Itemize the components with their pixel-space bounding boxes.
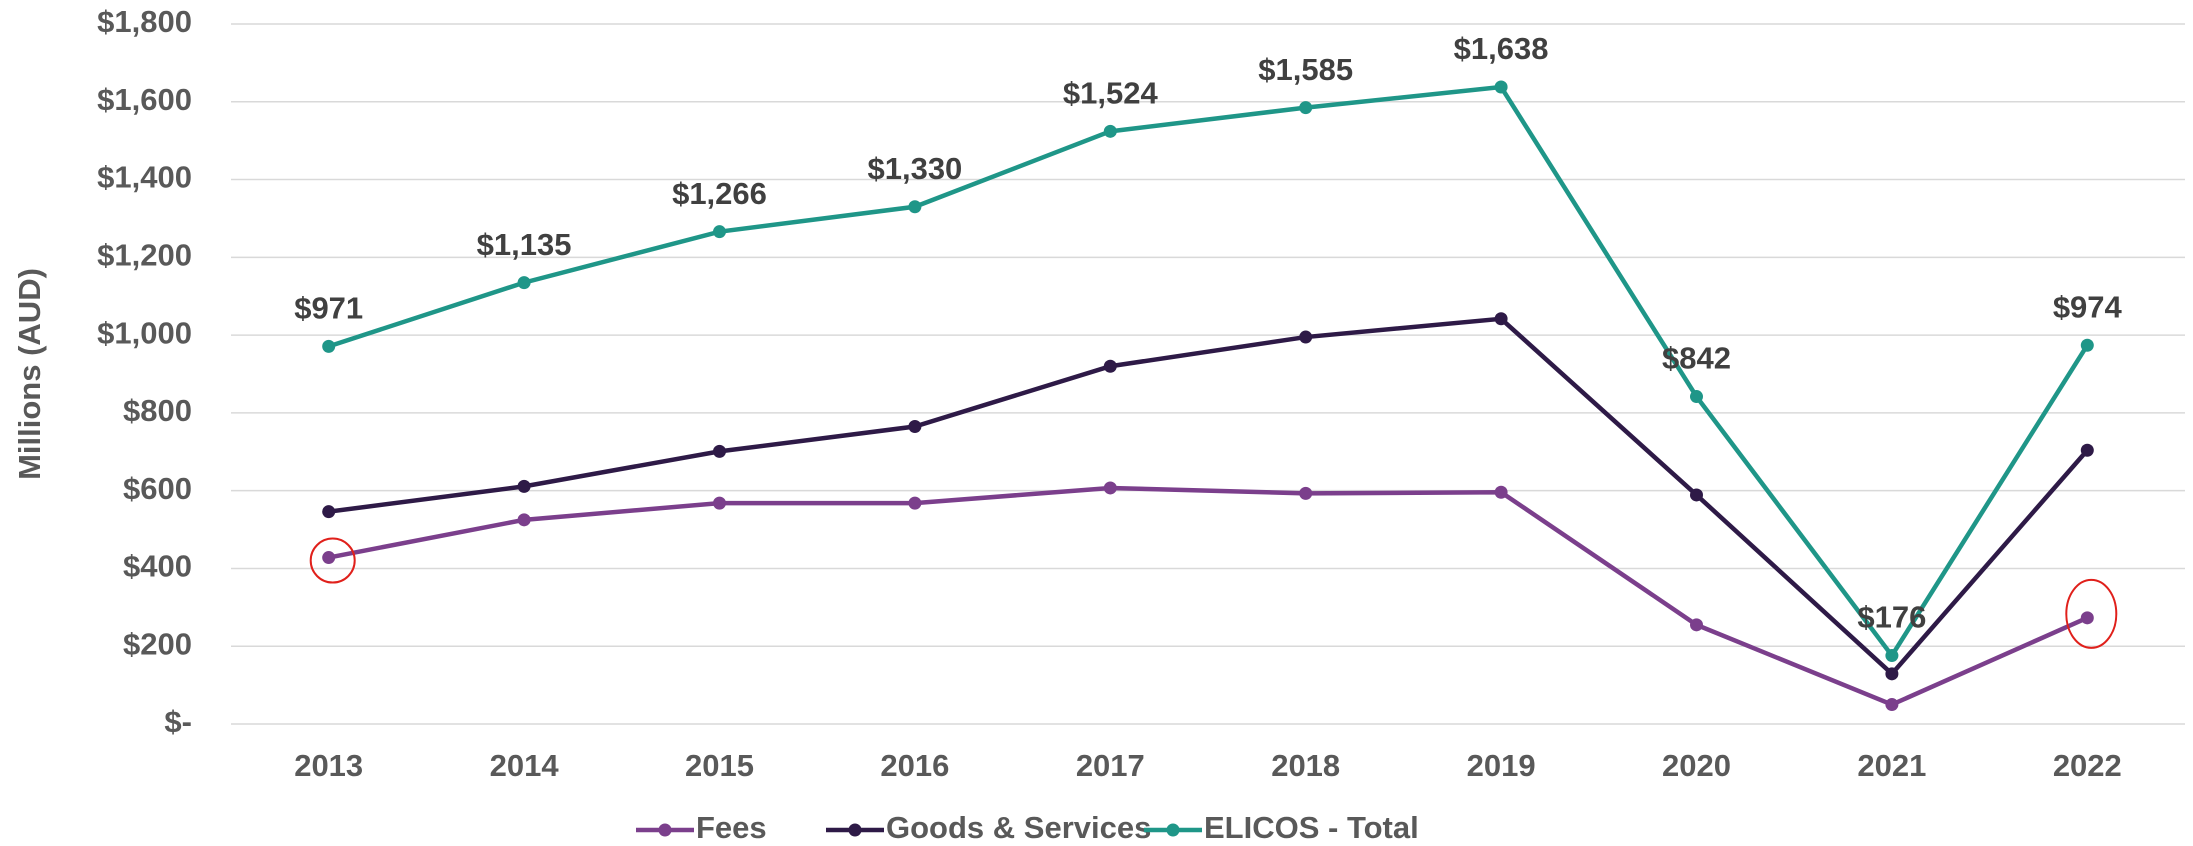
series-line <box>328 84 2090 660</box>
y-tick-label: $1,600 <box>97 82 192 117</box>
data-label: $1,135 <box>477 227 572 262</box>
data-point <box>1494 485 1508 499</box>
data-point <box>1494 312 1508 326</box>
data-point <box>517 276 531 290</box>
data-point <box>517 513 531 527</box>
data-label: $842 <box>1662 341 1731 376</box>
data-point <box>713 496 726 510</box>
x-tick-label: 2021 <box>1857 748 1926 783</box>
legend-marker <box>848 823 862 837</box>
data-point <box>908 496 922 510</box>
data-point <box>908 200 922 214</box>
x-tick-label: 2018 <box>1271 748 1340 783</box>
data-label: $1,585 <box>1258 52 1353 87</box>
data-label: $1,638 <box>1454 31 1549 66</box>
y-tick-label: $- <box>164 704 192 739</box>
data-point <box>517 479 531 493</box>
data-point <box>713 225 726 239</box>
y-axis-title: Millions (AUD) <box>12 268 47 480</box>
y-tick-label: $200 <box>123 626 192 661</box>
series-line <box>328 485 2089 708</box>
x-tick-label: 2016 <box>880 748 949 783</box>
data-point <box>2080 443 2094 457</box>
y-tick-label: $1,000 <box>97 315 192 350</box>
x-tick-label: 2019 <box>1467 748 1536 783</box>
data-point <box>1885 667 1899 681</box>
data-point <box>713 444 726 458</box>
legend-marker <box>658 823 672 837</box>
data-point <box>1103 481 1117 495</box>
series-line <box>328 316 2089 678</box>
data-point <box>1299 101 1313 115</box>
data-point <box>322 505 336 519</box>
data-point <box>1103 124 1117 138</box>
x-tick-label: 2020 <box>1662 748 1731 783</box>
y-tick-label: $400 <box>123 549 192 584</box>
x-tick-label: 2013 <box>294 748 363 783</box>
highlight-circle <box>309 537 356 584</box>
data-point <box>1885 698 1899 712</box>
x-tick-label: 2022 <box>2053 748 2122 783</box>
data-point <box>1690 618 1703 632</box>
data-point <box>2080 611 2094 625</box>
data-point <box>1494 80 1508 94</box>
x-tick-label: 2015 <box>685 748 754 783</box>
data-point <box>908 420 922 433</box>
legend-label: Goods & Services <box>886 810 1151 845</box>
data-label: $1,266 <box>672 176 767 211</box>
y-tick-label: $800 <box>123 393 192 428</box>
data-point <box>1299 486 1313 500</box>
x-tick-label: 2017 <box>1076 748 1145 783</box>
data-label: $176 <box>1857 600 1926 635</box>
data-label: $971 <box>294 291 363 326</box>
data-label: $974 <box>2053 289 2123 324</box>
highlight-circle <box>2065 578 2118 649</box>
x-tick-label: 2014 <box>490 748 560 783</box>
y-tick-label: $1,200 <box>97 238 192 273</box>
data-label: $1,330 <box>867 151 962 186</box>
y-tick-label: $1,800 <box>97 4 192 39</box>
data-label: $1,524 <box>1063 76 1159 111</box>
data-point <box>1885 649 1899 663</box>
data-point <box>1690 390 1703 404</box>
legend-marker <box>1166 823 1180 837</box>
data-point <box>322 339 336 353</box>
data-point <box>1103 359 1117 373</box>
y-tick-label: $600 <box>123 471 192 506</box>
data-point <box>322 551 336 565</box>
data-point <box>1299 330 1313 344</box>
legend-label: Fees <box>696 810 767 845</box>
y-tick-label: $1,400 <box>97 160 192 195</box>
legend-label: ELICOS - Total <box>1204 810 1419 845</box>
data-point <box>1690 488 1703 502</box>
data-point <box>2080 338 2094 352</box>
